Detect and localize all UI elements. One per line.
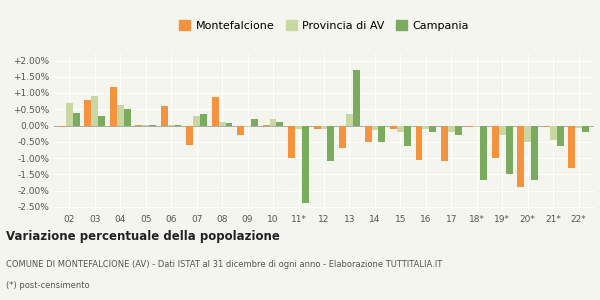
Legend: Montefalcione, Provincia di AV, Campania: Montefalcione, Provincia di AV, Campania (175, 16, 473, 35)
Bar (568, 125, 575, 168)
Bar (237, 125, 244, 135)
Bar (473, 125, 480, 127)
Bar (404, 125, 411, 146)
Bar (288, 125, 295, 158)
Bar (161, 106, 168, 125)
Bar (226, 123, 232, 125)
Bar (371, 125, 379, 130)
Bar (302, 125, 309, 203)
Bar (244, 125, 251, 127)
Bar (506, 125, 512, 174)
Bar (480, 125, 487, 180)
Bar (277, 122, 283, 125)
Text: Variazione percentuale della popolazione: Variazione percentuale della popolazione (6, 230, 280, 243)
Bar (365, 125, 371, 142)
Bar (339, 125, 346, 148)
Bar (492, 125, 499, 158)
Bar (346, 114, 353, 125)
Bar (441, 125, 448, 161)
Bar (91, 96, 98, 125)
Bar (550, 125, 557, 140)
Bar (295, 125, 302, 129)
Bar (320, 125, 328, 129)
Bar (531, 125, 538, 180)
Bar (124, 109, 131, 125)
Bar (328, 125, 334, 160)
Bar (557, 125, 563, 146)
Bar (575, 125, 582, 128)
Bar (416, 125, 422, 160)
Bar (517, 125, 524, 187)
Bar (66, 103, 73, 125)
Bar (455, 125, 461, 135)
Bar (98, 116, 105, 125)
Bar (524, 125, 531, 142)
Bar (85, 100, 91, 125)
Bar (193, 116, 200, 125)
Bar (448, 125, 455, 132)
Text: COMUNE DI MONTEFALCIONE (AV) - Dati ISTAT al 31 dicembre di ogni anno - Elaboraz: COMUNE DI MONTEFALCIONE (AV) - Dati ISTA… (6, 260, 442, 269)
Bar (543, 125, 550, 127)
Bar (117, 105, 124, 125)
Bar (353, 70, 360, 125)
Text: (*) post-censimento: (*) post-censimento (6, 281, 89, 290)
Bar (187, 125, 193, 145)
Bar (314, 125, 320, 129)
Bar (110, 86, 117, 125)
Bar (499, 125, 506, 135)
Bar (73, 112, 80, 125)
Bar (390, 125, 397, 129)
Bar (212, 97, 218, 125)
Bar (59, 125, 66, 127)
Bar (200, 114, 207, 125)
Bar (430, 125, 436, 132)
Bar (422, 125, 430, 129)
Bar (582, 125, 589, 132)
Bar (251, 119, 258, 125)
Bar (269, 119, 277, 125)
Bar (218, 122, 226, 125)
Bar (379, 125, 385, 142)
Bar (397, 125, 404, 132)
Bar (467, 125, 473, 127)
